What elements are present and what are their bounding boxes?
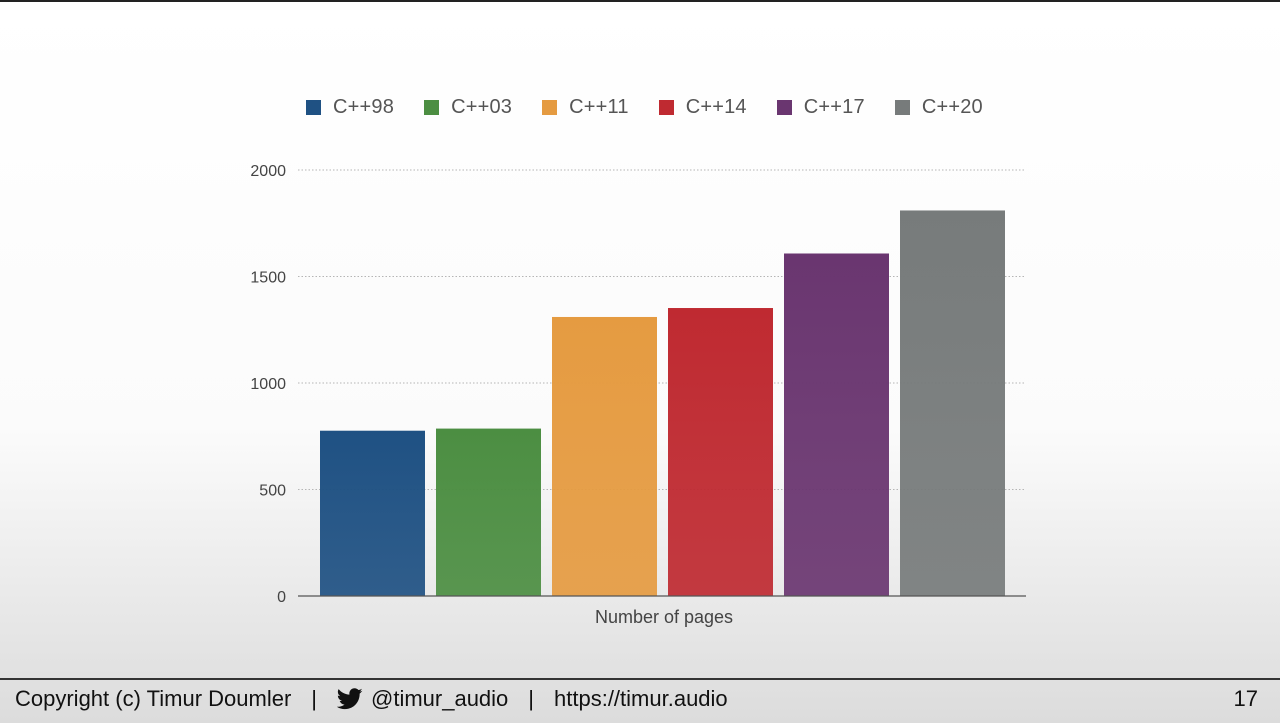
top-border <box>0 0 1280 2</box>
page-number: 17 <box>1233 686 1258 711</box>
legend-swatch <box>658 99 674 115</box>
legend-label: C++98 <box>333 95 395 118</box>
legend-label: C++17 <box>803 95 865 118</box>
y-tick-label: 1500 <box>250 270 286 287</box>
bar-cpp20 <box>900 210 1005 596</box>
legend-label: C++14 <box>685 95 747 118</box>
footer: Copyright (c) Timur Doumler | @timur_aud… <box>15 684 1270 714</box>
bar-cpp98 <box>320 430 425 596</box>
website-link[interactable]: https://timur.audio <box>554 686 728 711</box>
legend-swatch <box>542 99 558 115</box>
chart-legend: C++98 C++03 C++11 C++14 C++17 C++20 <box>306 96 1013 118</box>
y-tick-label: 0 <box>277 589 286 606</box>
twitter-handle: @timur_audio <box>371 686 509 711</box>
y-tick-label: 1000 <box>250 376 286 393</box>
twitter-bird-icon <box>337 688 363 710</box>
x-category-label: Number of pages <box>595 607 733 627</box>
legend-item: C++17 <box>776 95 865 119</box>
legend-swatch <box>306 99 321 115</box>
legend-item: C++20 <box>894 95 983 119</box>
bar-chart: 0 500 1000 1500 2000 Number of pages <box>250 163 1026 627</box>
legend-label: C++03 <box>451 95 513 118</box>
footer-separator: | <box>311 686 317 711</box>
bar-cpp14 <box>668 308 773 596</box>
y-tick-label: 500 <box>259 483 286 500</box>
legend-swatch <box>776 99 792 115</box>
legend-item: C++03 <box>424 96 512 119</box>
legend-item: C++98 <box>306 96 394 119</box>
footer-separator: | <box>528 686 535 711</box>
legend-label: C++11 <box>569 95 629 118</box>
footer-divider <box>0 678 1280 680</box>
legend-item: C++11 <box>542 96 629 119</box>
y-tick-label: 2000 <box>250 163 286 180</box>
legend-swatch <box>894 99 910 115</box>
bar-cpp17 <box>784 253 889 596</box>
copyright-text: Copyright (c) Timur Doumler <box>15 686 292 711</box>
bar-cpp11 <box>552 316 657 596</box>
bar-cpp03 <box>436 428 541 596</box>
legend-item: C++14 <box>658 95 747 119</box>
legend-swatch <box>424 99 440 115</box>
legend-label: C++20 <box>921 95 983 118</box>
